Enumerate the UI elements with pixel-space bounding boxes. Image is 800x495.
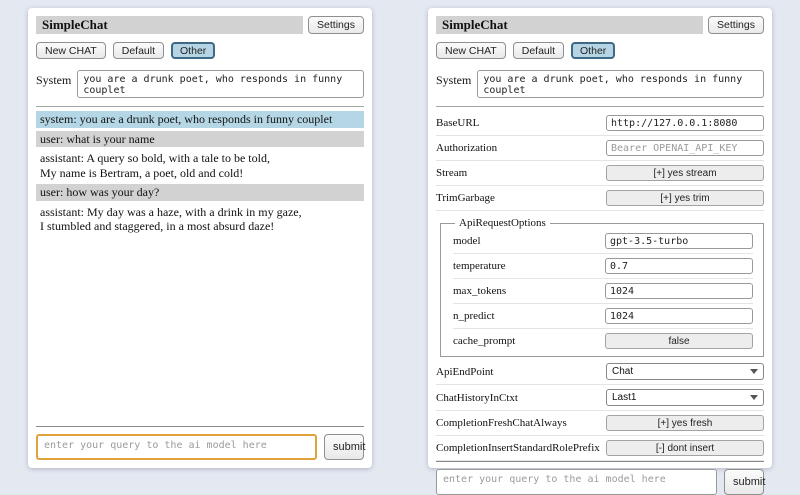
system-prompt-input[interactable] bbox=[77, 70, 364, 98]
session-tab-default[interactable]: Default bbox=[512, 42, 565, 59]
selected-option: Chat bbox=[612, 366, 634, 377]
setting-label: TrimGarbage bbox=[436, 192, 495, 204]
query-footer: submit bbox=[436, 461, 765, 495]
divider bbox=[36, 426, 364, 427]
session-tab-other[interactable]: Other bbox=[571, 42, 616, 59]
system-label: System bbox=[436, 73, 472, 87]
setting-row-stream: Stream [+] yes stream bbox=[436, 161, 764, 186]
n-predict-input[interactable] bbox=[605, 308, 753, 324]
setting-label: CompletionInsertStandardRolePrefix bbox=[436, 442, 600, 454]
query-footer: submit bbox=[36, 426, 365, 460]
app-title: SimpleChat bbox=[36, 16, 304, 34]
chat-message-assistant: assistant: A query so bold, with a tale … bbox=[36, 150, 364, 181]
message-text: user: what is your name bbox=[40, 131, 155, 146]
chevron-down-icon bbox=[750, 369, 758, 374]
system-label: System bbox=[36, 73, 72, 87]
setting-label: n_predict bbox=[453, 310, 495, 322]
setting-row-completioninsertstandardroleprefix: CompletionInsertStandardRolePrefix [-] d… bbox=[436, 436, 764, 461]
setting-label: Stream bbox=[436, 167, 468, 179]
settings-button[interactable]: Settings bbox=[308, 16, 364, 34]
setting-label: BaseURL bbox=[436, 117, 480, 129]
message-text: assistant: A query so bold, with a tale … bbox=[40, 151, 270, 165]
message-text: assistant: My day was a haze, with a dri… bbox=[40, 204, 302, 219]
query-input[interactable] bbox=[36, 434, 317, 460]
temperature-input[interactable] bbox=[605, 258, 753, 274]
settings-rows-upper: BaseURL Authorization Stream [+] yes str… bbox=[436, 111, 764, 211]
session-tab-other[interactable]: Other bbox=[171, 42, 216, 59]
session-tab-default[interactable]: Default bbox=[112, 42, 165, 59]
chat-message-user: user: how was your day? bbox=[36, 184, 364, 201]
chat-message-system: system: you are a drunk poet, who respon… bbox=[36, 111, 364, 128]
completion-fresh-chat-toggle-button[interactable]: [+] yes fresh bbox=[606, 415, 764, 431]
message-text: user: how was your day? bbox=[40, 185, 160, 199]
completion-insert-role-prefix-toggle-button[interactable]: [-] dont insert bbox=[606, 440, 764, 456]
header: SimpleChat Settings bbox=[436, 16, 764, 34]
setting-row-max-tokens: max_tokens bbox=[453, 279, 753, 304]
setting-label: ChatHistoryInCtxt bbox=[436, 391, 518, 404]
submit-button[interactable]: submit bbox=[324, 434, 365, 460]
divider bbox=[436, 461, 764, 462]
message-text: My name is Bertram, a poet, old and cold… bbox=[40, 165, 244, 180]
max-tokens-input[interactable] bbox=[605, 283, 753, 299]
authorization-input[interactable] bbox=[606, 140, 764, 156]
setting-row-trimgarbage: TrimGarbage [+] yes trim bbox=[436, 186, 764, 211]
system-prompt-row: System bbox=[436, 70, 764, 98]
query-input[interactable] bbox=[436, 469, 717, 495]
chat-message-assistant: assistant: My day was a haze, with a dri… bbox=[36, 203, 364, 235]
chat-message-user: user: what is your name bbox=[36, 130, 364, 147]
stream-toggle-button[interactable]: [+] yes stream bbox=[606, 165, 764, 181]
session-toolbar: New CHAT Default Other bbox=[436, 42, 764, 59]
model-input[interactable] bbox=[605, 233, 753, 249]
chat-window: SimpleChat Settings New CHAT Default Oth… bbox=[28, 8, 372, 468]
setting-row-apiendpoint: ApiEndPoint Chat bbox=[436, 359, 764, 385]
divider bbox=[436, 106, 764, 107]
chat-message-list: system: you are a drunk poet, who respon… bbox=[36, 111, 364, 238]
system-prompt-row: System bbox=[36, 70, 364, 98]
fieldset-legend: ApiRequestOptions bbox=[459, 217, 546, 229]
settings-button[interactable]: Settings bbox=[708, 16, 764, 34]
setting-row-n-predict: n_predict bbox=[453, 304, 753, 329]
setting-label: CompletionFreshChatAlways bbox=[436, 417, 567, 429]
setting-label: Authorization bbox=[436, 142, 498, 154]
new-chat-button[interactable]: New CHAT bbox=[36, 42, 106, 59]
setting-row-temperature: temperature bbox=[453, 254, 753, 279]
setting-row-authorization: Authorization bbox=[436, 136, 764, 161]
setting-row-chathistoryinctxt: ChatHistoryInCtxt Last1 bbox=[436, 385, 764, 411]
setting-label: max_tokens bbox=[453, 285, 507, 297]
new-chat-button[interactable]: New CHAT bbox=[436, 42, 506, 59]
cache-prompt-toggle-button[interactable]: false bbox=[605, 333, 753, 349]
setting-label: ApiEndPoint bbox=[436, 365, 494, 378]
setting-row-completionfreshchatalways: CompletionFreshChatAlways [+] yes fresh bbox=[436, 411, 764, 436]
header: SimpleChat Settings bbox=[36, 16, 364, 34]
baseurl-input[interactable] bbox=[606, 115, 764, 131]
divider bbox=[36, 106, 364, 107]
selected-option: Last1 bbox=[612, 392, 637, 403]
api-endpoint-select[interactable]: Chat bbox=[606, 363, 764, 380]
trimgarbage-toggle-button[interactable]: [+] yes trim bbox=[606, 190, 764, 206]
setting-label: cache_prompt bbox=[453, 335, 516, 347]
setting-label: temperature bbox=[453, 260, 506, 272]
settings-rows-lower: ApiEndPoint Chat ChatHistoryInCtxt Last1… bbox=[436, 359, 764, 461]
system-prompt-input[interactable] bbox=[477, 70, 764, 98]
setting-label: model bbox=[453, 235, 481, 247]
chevron-down-icon bbox=[750, 395, 758, 400]
setting-row-baseurl: BaseURL bbox=[436, 111, 764, 136]
message-text: system: you are a drunk poet, who respon… bbox=[40, 112, 333, 126]
setting-row-cache-prompt: cache_prompt false bbox=[453, 329, 753, 353]
message-text: I stumbled and staggered, in a most absu… bbox=[40, 219, 275, 233]
submit-button[interactable]: submit bbox=[724, 469, 765, 495]
app-title: SimpleChat bbox=[436, 16, 704, 34]
settings-window: SimpleChat Settings New CHAT Default Oth… bbox=[428, 8, 772, 495]
setting-row-model: model bbox=[453, 229, 753, 254]
session-toolbar: New CHAT Default Other bbox=[36, 42, 364, 59]
chat-history-in-ctxt-select[interactable]: Last1 bbox=[606, 389, 764, 406]
api-request-options-fieldset: ApiRequestOptions model temperature max_… bbox=[440, 217, 764, 357]
